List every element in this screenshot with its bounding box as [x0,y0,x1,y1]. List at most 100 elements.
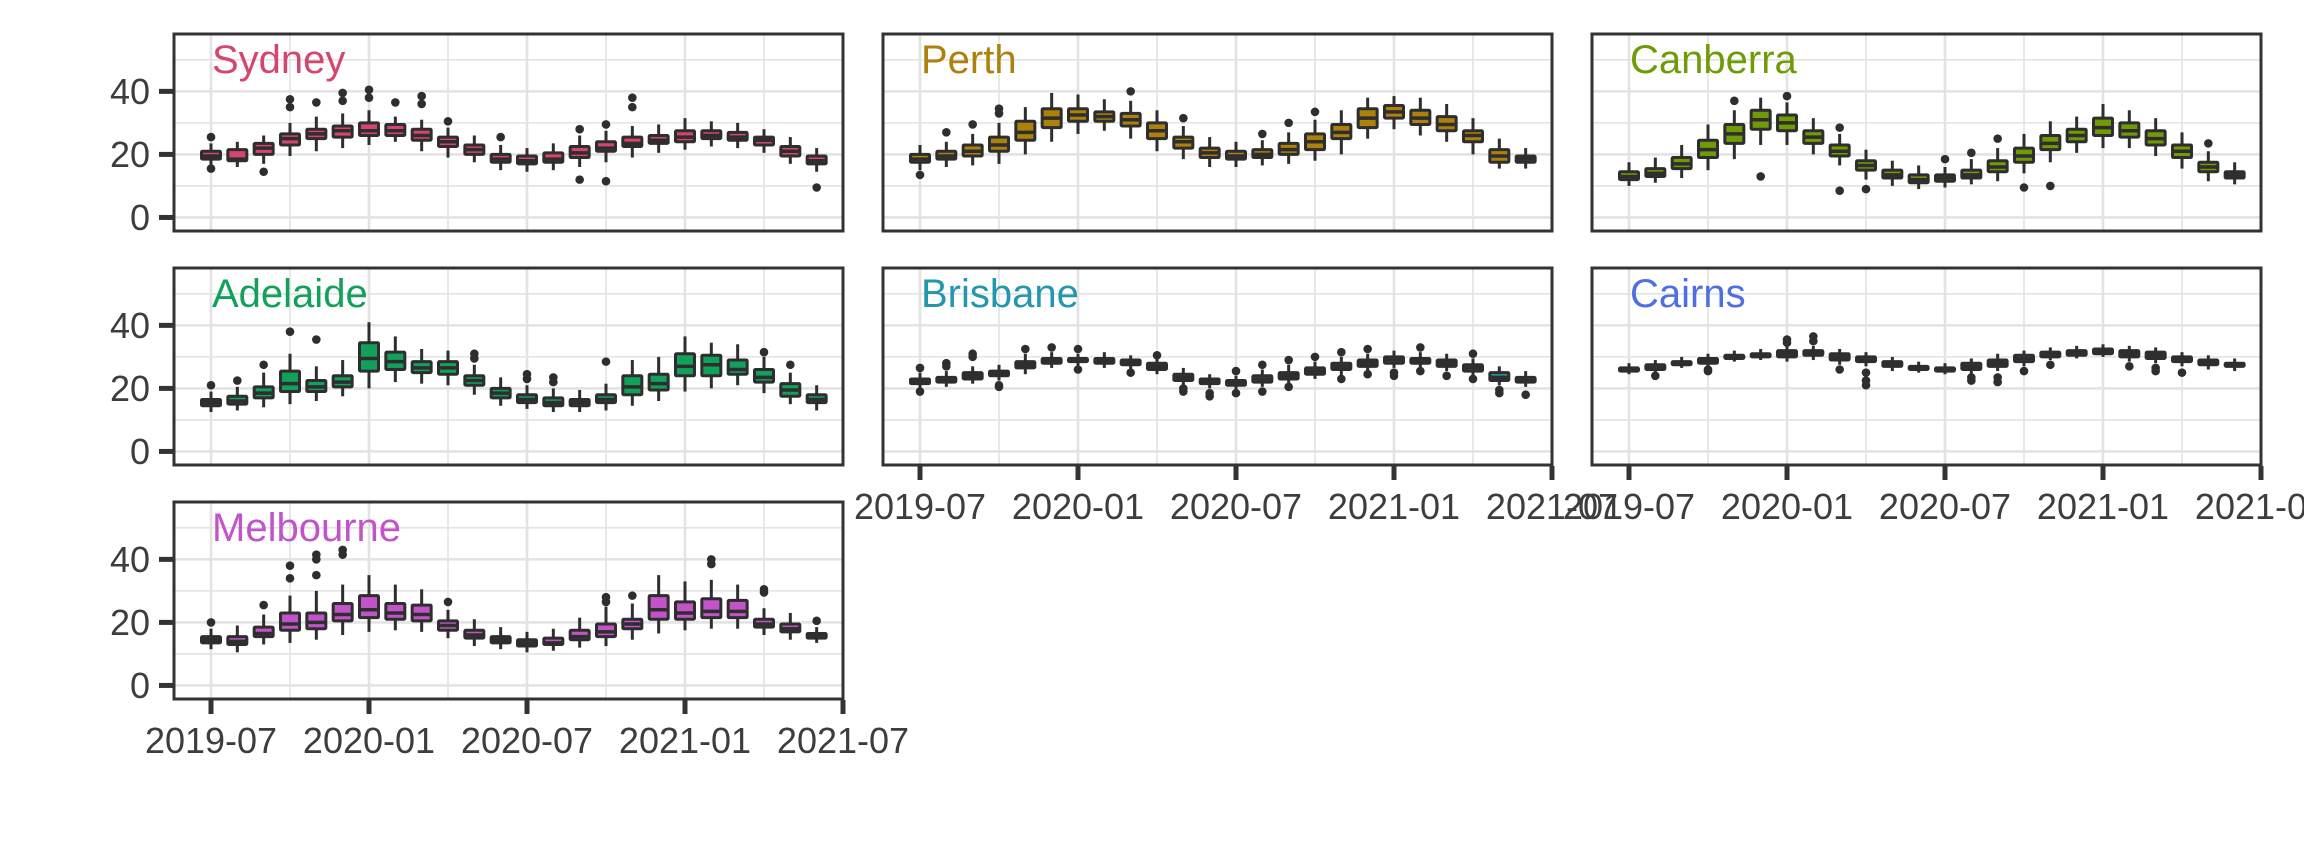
outlier-dot [1861,380,1871,390]
y-axis-label: 0 [130,197,150,238]
outlier-dot [812,616,821,626]
outlier-dot [2177,368,2187,377]
outlier-dot [1835,186,1844,195]
outlier-dot [1126,87,1135,96]
outlier-dot [1258,387,1267,396]
outlier-dot [1152,351,1162,360]
outlier-dot [443,117,453,126]
outlier-dot [601,176,611,186]
outlier-dot [496,132,505,142]
outlier-dot [364,93,374,102]
outlier-dot [1389,371,1399,381]
outlier-dot [417,99,426,109]
outlier-dot [1468,374,1478,384]
outlier-dot [2204,139,2213,148]
outlier-dot [628,102,637,112]
panel-border-sydney [172,32,845,233]
outlier-dot [312,550,321,559]
outlier-dot [312,98,321,107]
facet-label-sydney: Sydney [212,38,345,82]
outlier-dot [1756,172,1765,181]
x-axis-label: 2020-07 [1170,486,1302,527]
panel-border-brisbane [881,266,1554,467]
outlier-dot [994,382,1004,392]
outlier-dot [1363,369,1372,379]
x-axis-label: 2021-01 [2037,486,2169,527]
outlier-dot [1651,371,1660,381]
y-axis-label: 20 [110,134,150,175]
box-melbourne-2021-03 [726,598,749,620]
box-melbourne-2019-12 [331,601,354,623]
y-axis-label: 40 [110,539,150,580]
outlier-dot [285,561,295,570]
outlier-dot [1442,371,1451,381]
y-axis-label: 20 [110,368,150,409]
panel-border-melbourne [172,500,845,701]
outlier-dot [942,358,951,368]
box-adelaide-2019-10 [278,369,301,394]
x-axis-label: 2020-01 [1012,486,1144,527]
outlier-dot [915,170,925,180]
outlier-dot [391,98,400,107]
panel-bg-perth [883,34,1552,231]
outlier-dot [1940,154,1950,164]
outlier-dot [915,363,925,373]
outlier-dot [1416,366,1425,376]
outlier-dot [968,120,977,129]
box-melbourne-2020-12 [647,594,670,621]
outlier-dot [2046,181,2055,191]
x-axis-label: 2021-07 [1486,486,1618,527]
outlier-dot [1284,118,1293,128]
panel-border-cairns [1590,266,2263,467]
outlier-dot [601,120,611,129]
box-adelaide-2021-03 [726,358,749,376]
y-axis-label: 0 [130,431,150,472]
y-axis-label: 40 [110,71,150,112]
outlier-dot [601,592,611,602]
panel-border-perth [881,32,1554,233]
outlier-dot [1179,113,1188,123]
box-melbourne-2021-01 [673,600,696,621]
outlier-dot [1416,343,1425,352]
outlier-dot [2151,366,2160,376]
facet-label-brisbane: Brisbane [921,272,1079,316]
outlier-dot [338,88,347,98]
outlier-dot [968,349,977,359]
outlier-dot [259,360,268,370]
x-axis-label: 2019-07 [145,720,277,761]
facet-label-cairns: Cairns [1630,272,1746,316]
outlier-dot [285,327,295,336]
x-axis-label: 2021-07 [2195,486,2304,527]
outlier-dot [1993,134,2002,143]
outlier-dot [417,91,426,101]
outlier-dot [1231,388,1241,398]
facet-label-perth: Perth [921,38,1017,82]
outlier-dot [759,585,769,594]
outlier-dot [1073,365,1083,374]
outlier-dot [1835,365,1844,374]
outlier-dot [233,376,242,385]
outlier-dot [994,104,1004,114]
outlier-dot [1073,344,1083,354]
outlier-dot [575,175,584,184]
outlier-dot [759,347,769,357]
outlier-dot [206,132,216,142]
outlier-dot [2125,362,2134,371]
x-axis-label: 2019-07 [854,486,986,527]
outlier-dot [1363,344,1372,354]
outlier-dot [259,600,268,610]
outlier-dot [522,369,532,379]
outlier-dot [1231,366,1241,376]
outlier-dot [1047,343,1056,352]
outlier-dot [1993,377,2002,387]
outlier-dot [1782,335,1792,344]
x-axis-label: 2020-07 [461,720,593,761]
outlier-dot [1835,123,1844,132]
outlier-dot [1967,376,1976,385]
x-axis-label: 2019-07 [1563,486,1695,527]
y-axis-label: 20 [110,602,150,643]
x-axis-label: 2020-01 [303,720,435,761]
outlier-dot [1468,349,1478,359]
